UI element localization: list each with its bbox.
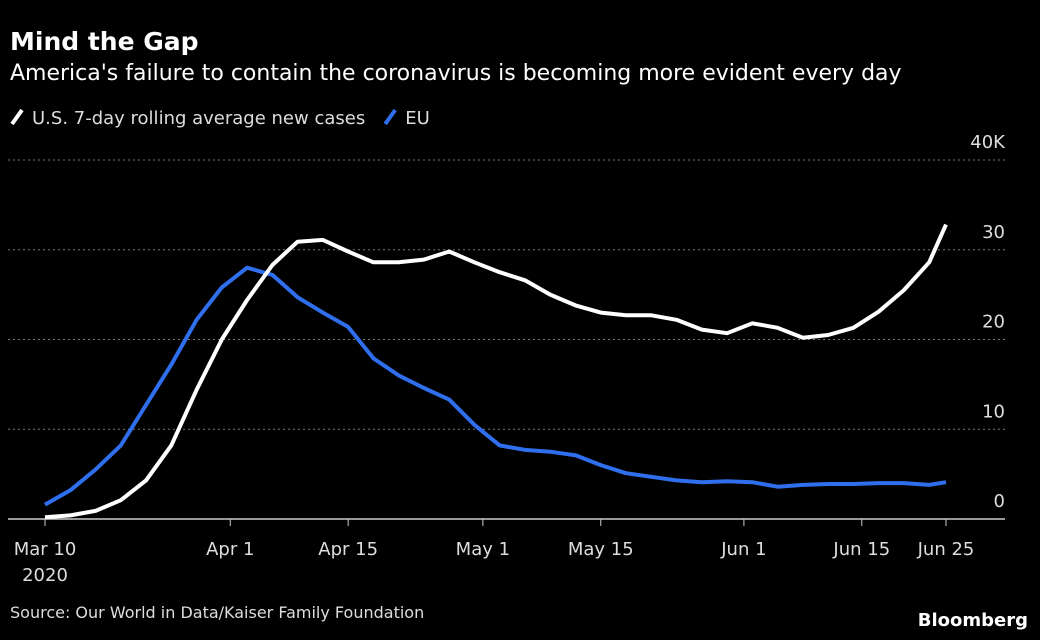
x-tick-label: Jun 25 [917, 539, 975, 560]
brand: Bloomberg [918, 610, 1028, 631]
chart-title: Mind the Gap [10, 27, 199, 56]
x-tick-label: May 1 [456, 539, 510, 560]
x-tick-label: Jun 15 [832, 539, 890, 560]
source: Source: Our World in Data/Kaiser Family … [10, 603, 424, 622]
x-tick-label: Mar 10 [14, 539, 77, 560]
x-tick-label: May 15 [568, 539, 634, 560]
y-tick-label: 10 [982, 401, 1005, 422]
x-tick-label: Apr 15 [318, 539, 378, 560]
legend-swatch [10, 108, 24, 126]
x-tick-year: 2020 [22, 565, 68, 586]
series-line [44, 265, 947, 507]
series-line [44, 223, 948, 520]
x-tick-label: Jun 1 [720, 539, 766, 560]
legend-swatch [383, 108, 397, 126]
x-tick-label: Apr 1 [206, 539, 254, 560]
legend-label: EU [405, 108, 430, 129]
y-tick-label: 40K [970, 132, 1006, 153]
legend-label: U.S. 7-day rolling average new cases [32, 108, 365, 129]
chart-subtitle: America's failure to contain the coronav… [10, 61, 902, 86]
y-tick-label: 0 [994, 491, 1005, 512]
y-tick-label: 20 [982, 312, 1005, 333]
y-tick-label: 30 [982, 222, 1005, 243]
